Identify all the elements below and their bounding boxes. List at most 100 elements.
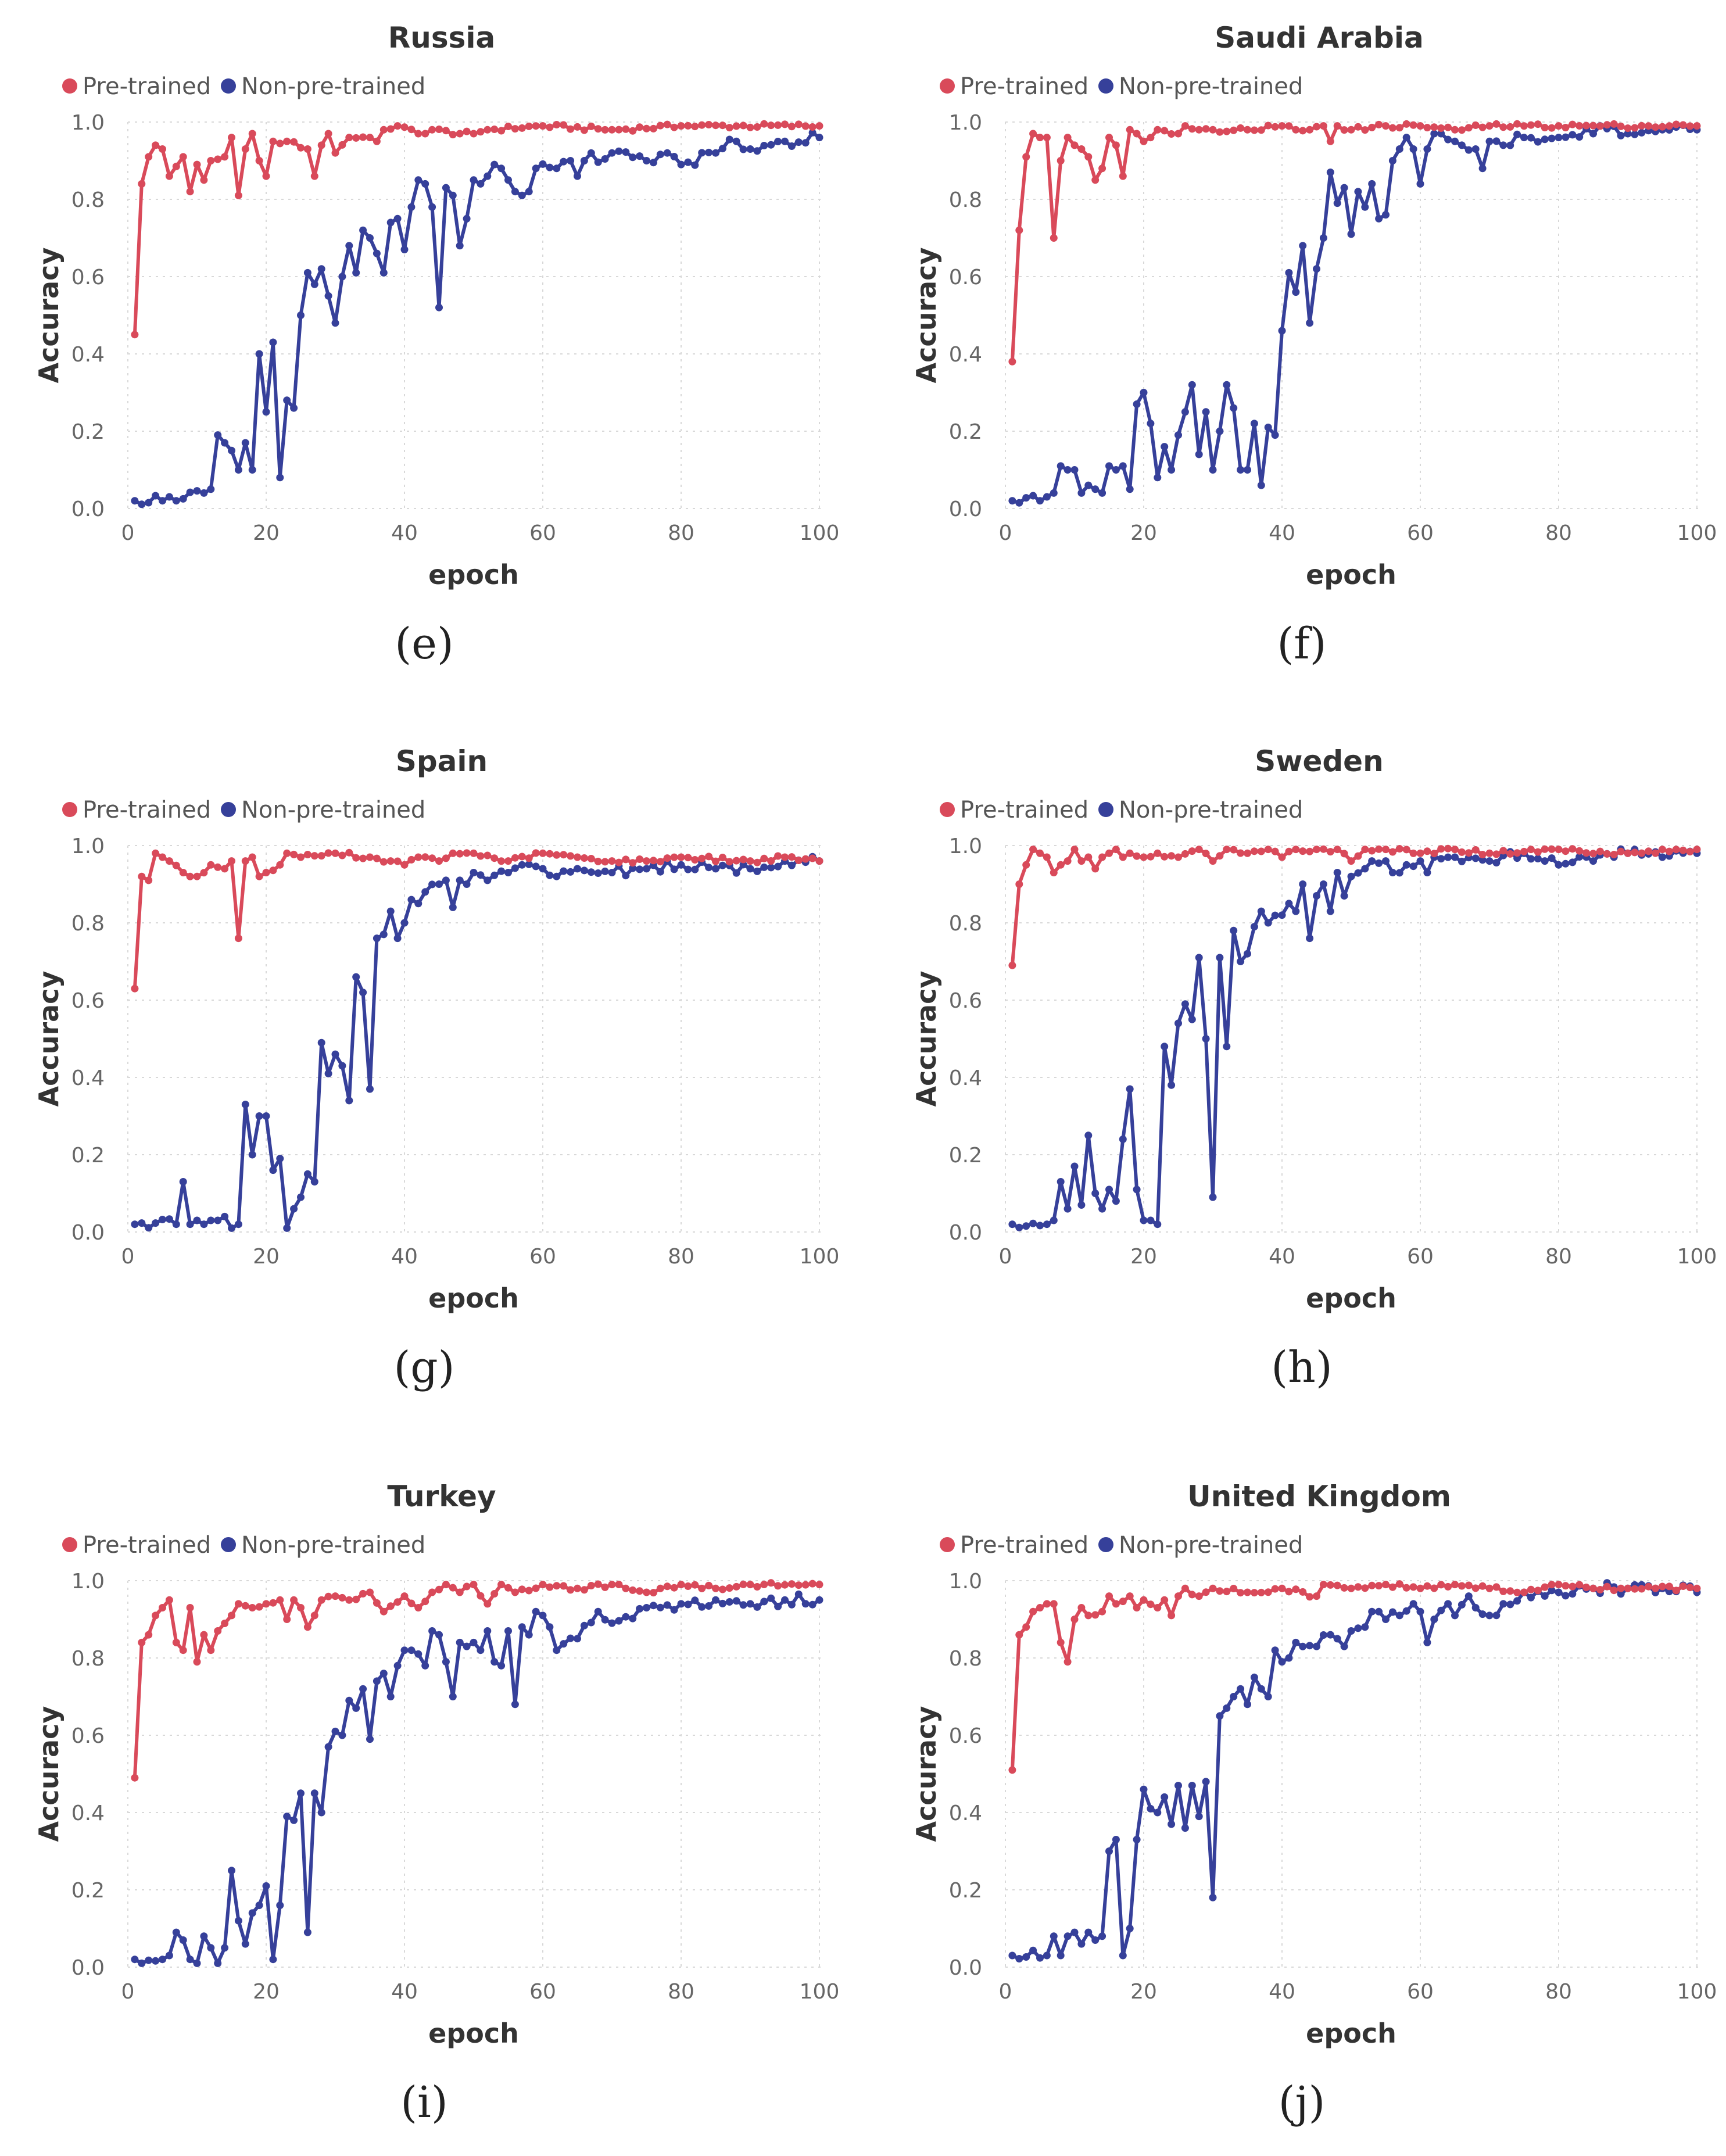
point-pretrained xyxy=(1402,846,1410,854)
x-tick-label: 0 xyxy=(121,1245,135,1269)
point-pretrained xyxy=(787,853,796,861)
point-nonpretrained xyxy=(1361,865,1369,873)
point-nonpretrained xyxy=(567,1634,575,1642)
point-pretrained xyxy=(138,872,146,880)
point-nonpretrained xyxy=(1388,157,1396,164)
point-pretrained xyxy=(1063,134,1072,142)
point-nonpretrained xyxy=(1513,854,1521,862)
point-nonpretrained xyxy=(1437,855,1445,863)
point-pretrained xyxy=(698,121,706,129)
point-pretrained xyxy=(1112,846,1120,854)
point-nonpretrained xyxy=(1617,1590,1625,1598)
y-tick-label: 0.8 xyxy=(949,188,982,212)
x-tick-label: 100 xyxy=(1677,1245,1717,1269)
point-pretrained xyxy=(1250,847,1258,855)
point-pretrained xyxy=(1257,1588,1265,1596)
point-pretrained xyxy=(1119,172,1127,180)
point-nonpretrained xyxy=(1105,1847,1113,1855)
point-nonpretrained xyxy=(574,1635,581,1643)
point-pretrained xyxy=(248,853,256,861)
point-pretrained xyxy=(1140,853,1148,861)
point-nonpretrained xyxy=(1223,381,1231,389)
point-pretrained xyxy=(1161,1596,1169,1604)
point-nonpretrained xyxy=(1375,859,1383,867)
point-nonpretrained xyxy=(303,1928,311,1936)
point-nonpretrained xyxy=(1478,856,1487,864)
point-pretrained xyxy=(352,134,360,142)
point-nonpretrained xyxy=(1036,1222,1044,1230)
point-pretrained xyxy=(1299,127,1307,135)
point-pretrained xyxy=(532,849,540,857)
point-pretrained xyxy=(732,122,740,130)
point-nonpretrained xyxy=(1368,857,1376,865)
point-pretrained xyxy=(1631,124,1639,132)
point-pretrained xyxy=(442,127,450,135)
legend-label-nonpretrained: Non-pre-trained xyxy=(241,1532,425,1559)
point-pretrained xyxy=(663,1582,671,1591)
x-tick-label: 40 xyxy=(391,521,418,545)
x-axis-label: epoch xyxy=(428,559,519,590)
point-pretrained xyxy=(393,122,402,130)
y-tick-label: 0.8 xyxy=(71,188,105,212)
point-pretrained xyxy=(718,121,726,130)
point-pretrained xyxy=(1313,846,1320,854)
point-nonpretrained xyxy=(553,1646,561,1654)
point-pretrained xyxy=(1008,1766,1016,1774)
point-pretrained xyxy=(767,121,775,130)
point-pretrained xyxy=(1319,1581,1327,1589)
point-nonpretrained xyxy=(532,862,540,871)
point-nonpretrained xyxy=(1388,869,1396,876)
point-nonpretrained xyxy=(1541,857,1549,865)
point-pretrained xyxy=(1154,849,1162,857)
point-pretrained xyxy=(1645,847,1653,855)
point-pretrained xyxy=(1610,120,1618,128)
point-pretrained xyxy=(1043,134,1051,142)
point-nonpretrained xyxy=(643,1604,650,1611)
point-pretrained xyxy=(1513,120,1521,128)
point-nonpretrained xyxy=(705,864,713,872)
point-pretrained xyxy=(1395,124,1403,132)
point-nonpretrained xyxy=(746,865,754,873)
point-nonpretrained xyxy=(636,152,644,160)
chart-panel: Spain Pre-trained Non-pre-trained 0 20 40 60 80… xyxy=(12,735,839,1421)
point-pretrained xyxy=(435,857,443,865)
point-nonpretrained xyxy=(214,1959,222,1967)
point-pretrained xyxy=(1638,121,1646,130)
point-nonpretrained xyxy=(1237,1685,1245,1693)
point-nonpretrained xyxy=(1430,130,1438,138)
point-nonpretrained xyxy=(1402,861,1410,869)
y-tick-label: 1.0 xyxy=(71,1570,105,1593)
point-pretrained xyxy=(539,122,547,130)
y-tick-label: 0.4 xyxy=(949,1802,982,1825)
point-nonpretrained xyxy=(379,930,388,939)
point-nonpretrained xyxy=(1451,137,1459,145)
point-pretrained xyxy=(303,851,311,858)
point-nonpretrained xyxy=(366,1085,374,1093)
point-pretrained xyxy=(1582,849,1591,857)
point-nonpretrained xyxy=(1555,861,1563,869)
point-nonpretrained xyxy=(269,338,277,346)
point-nonpretrained xyxy=(1278,1658,1286,1666)
point-nonpretrained xyxy=(1181,1824,1189,1832)
point-pretrained xyxy=(1216,852,1224,860)
point-nonpretrained xyxy=(622,1613,630,1621)
x-tick-label: 20 xyxy=(1130,1245,1157,1269)
point-nonpretrained xyxy=(1569,131,1577,139)
x-tick-label: 60 xyxy=(1407,1980,1434,2004)
point-pretrained xyxy=(276,139,284,148)
point-pretrained xyxy=(317,141,325,149)
point-nonpretrained xyxy=(1098,1932,1106,1940)
point-nonpretrained xyxy=(1319,880,1327,888)
point-nonpretrained xyxy=(1105,462,1113,470)
point-pretrained xyxy=(366,134,374,142)
point-pretrained xyxy=(1645,1582,1653,1591)
point-pretrained xyxy=(179,869,187,876)
point-pretrained xyxy=(1202,850,1210,858)
point-pretrained xyxy=(684,121,692,130)
point-nonpretrained xyxy=(601,867,609,875)
point-pretrained xyxy=(1520,1588,1528,1596)
point-nonpretrained xyxy=(1057,1951,1065,1960)
point-nonpretrained xyxy=(1202,408,1210,416)
point-nonpretrained xyxy=(359,226,367,234)
point-pretrained xyxy=(255,1603,263,1611)
